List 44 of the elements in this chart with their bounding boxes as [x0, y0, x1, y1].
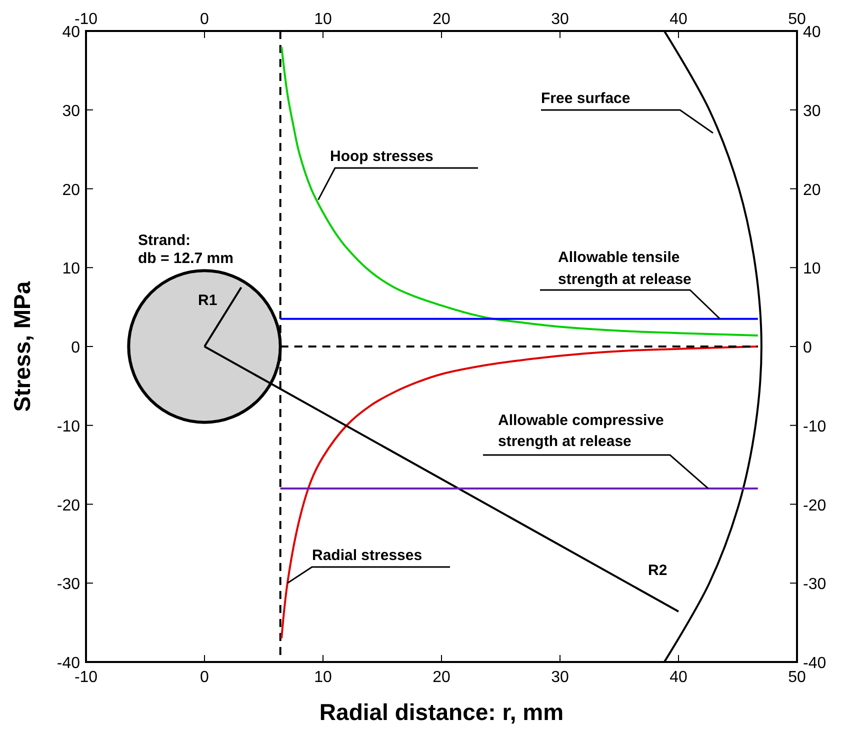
x2-tick-label: 0 — [200, 669, 210, 686]
x2-tick-label: 40 — [670, 669, 688, 686]
annotation: strength at release — [558, 271, 692, 288]
x-tick-label: 0 — [200, 11, 210, 28]
y2-tick-label: 30 — [803, 102, 821, 120]
x2-tick-label: 10 — [314, 669, 332, 686]
x-tick-label: 20 — [432, 11, 450, 28]
x-tick-label: 30 — [551, 11, 569, 28]
y2-tick-label: -10 — [803, 418, 826, 436]
y2-tick-label: 40 — [803, 24, 821, 41]
x-tick-label: 50 — [788, 11, 806, 28]
y-tick-label: 0 — [71, 340, 80, 356]
x-tick-label: 40 — [670, 11, 688, 28]
y-tick-label: 20 — [62, 182, 80, 199]
annotation: Allowable compressive — [498, 412, 664, 429]
annotation: Hoop stresses — [330, 148, 434, 165]
y-tick-label: 30 — [62, 102, 80, 120]
y-tick-label: 40 — [62, 24, 80, 41]
y2-tick-label: -30 — [803, 576, 826, 594]
y-tick-label: -40 — [56, 655, 80, 672]
annotation: R1 — [198, 292, 218, 309]
annotation: db = 12.7 mm — [138, 250, 234, 267]
annotation: Strand: — [138, 232, 190, 249]
x2-tick-label: 50 — [788, 669, 806, 686]
x2-tick-label: 20 — [432, 669, 450, 686]
annotation: R2 — [648, 562, 668, 579]
x2-tick-label: -10 — [74, 669, 98, 686]
y2-tick-label: 10 — [803, 260, 821, 278]
x-axis-title: Radial distance: r, mm — [319, 699, 564, 725]
annotation: strength at release — [498, 433, 632, 450]
x-tick-label: 10 — [314, 11, 332, 28]
y2-tick-label: -40 — [803, 655, 826, 672]
y-tick-label: -10 — [56, 418, 80, 436]
y2-tick-label: 20 — [803, 182, 821, 199]
y2-tick-label: 0 — [803, 340, 812, 356]
y2-tick-label: -20 — [803, 497, 826, 514]
y-tick-label: -20 — [56, 497, 80, 514]
y-tick-label: -30 — [56, 576, 80, 594]
x2-tick-label: 30 — [551, 669, 569, 686]
annotation: Radial stresses — [312, 547, 422, 564]
annotation: Free surface — [541, 90, 630, 107]
y-tick-label: 10 — [62, 260, 80, 278]
y-axis-title: Stress, MPa — [9, 281, 35, 412]
annotation: Allowable tensile — [558, 249, 680, 266]
